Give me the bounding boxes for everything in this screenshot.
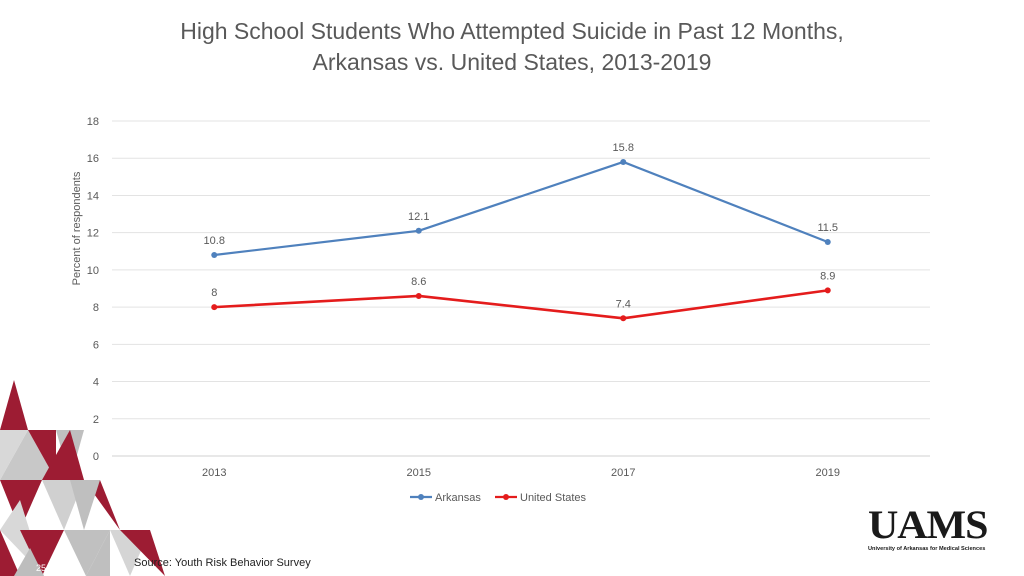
legend-marker [503,494,509,500]
legend-label: United States [520,492,587,504]
data-point [211,304,218,311]
chart-title-line1: High School Students Who Attempted Suici… [180,18,844,44]
data-label: 15.8 [613,142,634,154]
y-tick-label: 12 [87,228,99,240]
x-tick-label: 2013 [202,467,226,479]
y-tick-label: 18 [87,116,99,128]
data-label: 11.5 [817,222,838,234]
decorative-triangle-pattern [0,380,165,576]
data-point [211,252,218,258]
data-point [415,292,422,299]
y-tick-label: 14 [87,190,99,202]
y-tick-label: 4 [93,377,99,389]
legend-label: Arkansas [435,492,481,504]
data-point [415,227,422,234]
x-tick-label: 2019 [816,467,840,479]
y-tick-label: 16 [87,153,99,165]
y-axis-label: Percent of respondents [71,171,83,285]
logo-subtitle: University of Arkansas for Medical Scien… [868,546,986,552]
x-tick-label: 2017 [611,467,635,479]
chart-title-line2: Arkansas vs. United States, 2013-2019 [312,49,712,75]
data-label: 12.1 [408,211,429,223]
y-tick-label: 0 [93,451,99,463]
data-label: 8.6 [411,276,426,288]
series-line [214,289,828,320]
data-point [824,238,831,245]
data-point [620,315,627,322]
x-tick-label: 2015 [407,467,431,479]
source-note: Source: Youth Risk Behavior Survey [134,557,311,569]
chart-title: High School Students Who Attempted Suici… [0,16,1024,78]
y-tick-label: 6 [93,339,99,351]
series-line [214,160,829,257]
data-label: 8 [211,287,217,299]
data-label: 7.4 [616,298,631,310]
data-point [824,287,831,294]
y-tick-label: 8 [93,302,99,314]
uams-logo: UAMS University of Arkansas for Medical … [868,505,996,553]
legend-marker [418,494,424,500]
data-label: 10.8 [204,235,225,247]
page-number: 25 [36,563,47,573]
y-tick-label: 10 [87,265,99,277]
data-point [620,158,627,165]
logo-mark: UAMS [868,502,989,547]
y-tick-label: 2 [93,414,99,426]
data-label: 8.9 [820,270,835,282]
